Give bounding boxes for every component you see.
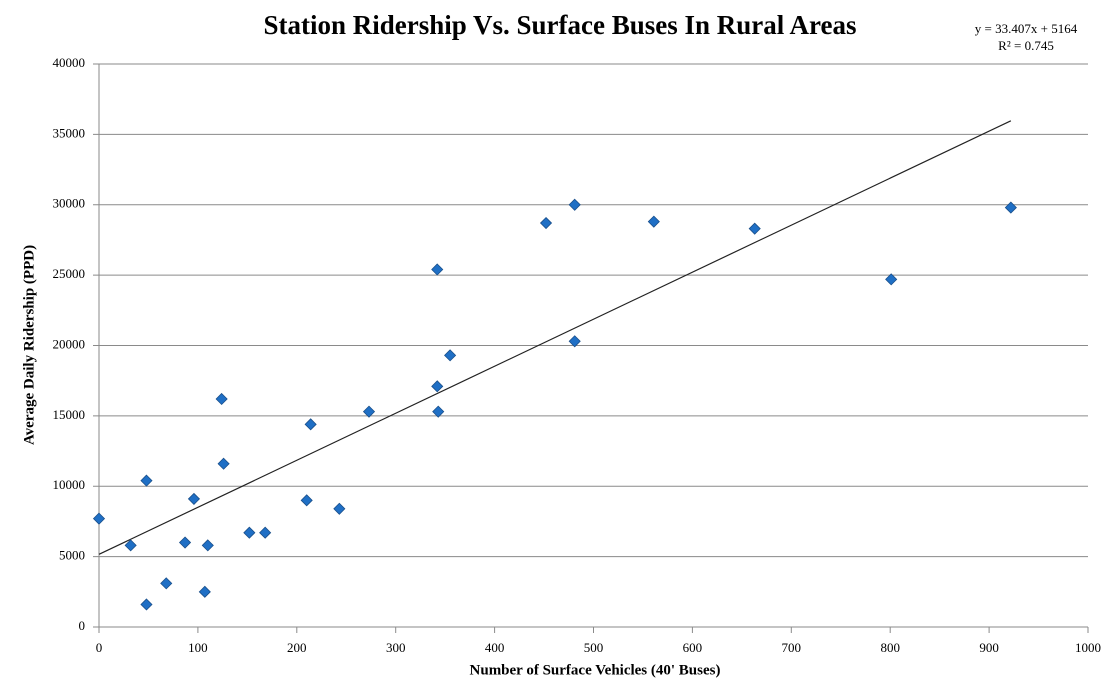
- data-point: [217, 457, 230, 470]
- y-axis-label: Average Daily Ridership (PPD): [21, 245, 37, 445]
- data-point: [444, 349, 457, 362]
- x-tick-label: 100: [188, 640, 208, 655]
- trendline-equation: y = 33.407x + 5164: [975, 21, 1078, 36]
- data-point: [259, 526, 272, 539]
- chart-title: Station Ridership Vs. Surface Buses In R…: [263, 10, 856, 40]
- x-axis-label: Number of Surface Vehicles (40' Buses): [470, 662, 721, 678]
- x-tick-label: 400: [485, 640, 505, 655]
- data-point: [568, 335, 581, 348]
- data-point: [92, 512, 106, 525]
- data-point: [431, 380, 444, 393]
- x-tick-label: 600: [683, 640, 703, 655]
- y-tick-label: 35000: [53, 125, 86, 140]
- x-tick-label: 700: [782, 640, 802, 655]
- y-tick-label: 5000: [59, 548, 85, 563]
- y-tick-label: 40000: [53, 55, 86, 70]
- data-point: [124, 539, 137, 552]
- data-point: [215, 392, 228, 406]
- data-point: [568, 198, 581, 211]
- x-tick-label: 1000: [1075, 640, 1101, 655]
- data-point: [885, 273, 898, 286]
- y-tick-label: 10000: [53, 477, 86, 492]
- data-point: [243, 526, 256, 539]
- data-point: [748, 222, 761, 235]
- data-point: [1004, 201, 1017, 214]
- y-tick-label: 30000: [53, 196, 86, 211]
- y-tick-label: 20000: [53, 336, 86, 351]
- data-point: [539, 216, 553, 230]
- data-point: [178, 536, 192, 549]
- data-point: [198, 585, 211, 598]
- data-point: [647, 215, 660, 228]
- y-tick-label: 15000: [53, 407, 86, 422]
- data-point: [201, 539, 214, 552]
- x-tick-label: 0: [96, 640, 103, 655]
- x-tick-label: 500: [584, 640, 604, 655]
- data-point: [432, 405, 445, 418]
- trendline-r2: R² = 0.745: [998, 38, 1054, 53]
- x-tick-label: 300: [386, 640, 406, 655]
- data-point: [300, 494, 313, 507]
- data-point: [140, 598, 153, 611]
- x-tick-label: 900: [979, 640, 999, 655]
- trendline: [98, 120, 1012, 555]
- data-point: [362, 405, 376, 418]
- data-point: [140, 474, 153, 487]
- data-point: [304, 418, 317, 431]
- x-tick-label: 800: [880, 640, 900, 655]
- data-point: [187, 492, 201, 505]
- y-tick-label: 25000: [53, 266, 86, 281]
- data-point: [431, 263, 444, 276]
- x-tick-label: 200: [287, 640, 307, 655]
- y-tick-label: 0: [79, 618, 86, 633]
- data-point: [333, 502, 346, 515]
- data-point: [160, 577, 173, 590]
